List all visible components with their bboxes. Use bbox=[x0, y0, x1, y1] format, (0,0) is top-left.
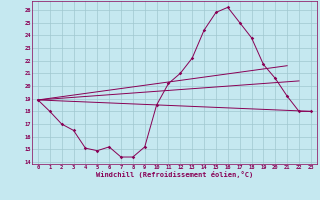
X-axis label: Windchill (Refroidissement éolien,°C): Windchill (Refroidissement éolien,°C) bbox=[96, 171, 253, 178]
